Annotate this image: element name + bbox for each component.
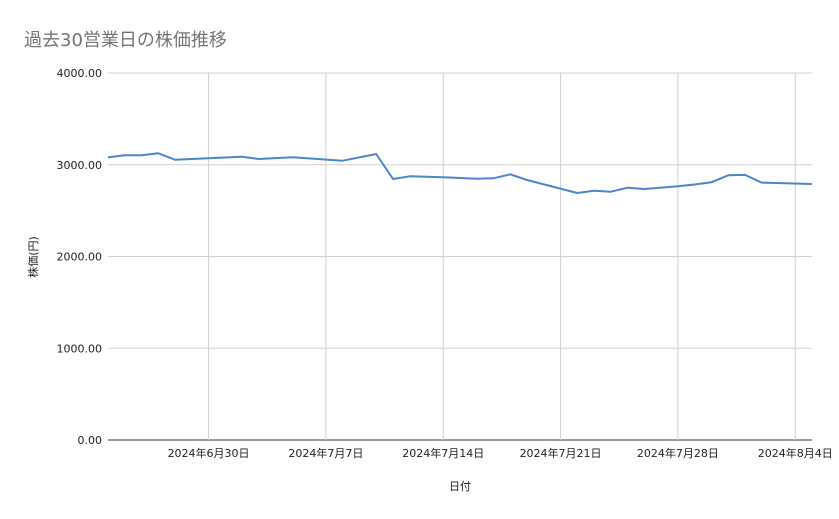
x-tick-label: 2024年6月30日 — [168, 446, 250, 460]
y-tick-label: 2000.00 — [57, 251, 103, 264]
y-tick-label: 4000.00 — [57, 67, 103, 80]
y-tick-label: 1000.00 — [57, 342, 103, 355]
x-tick-label: 2024年8月4日 — [758, 446, 833, 460]
x-axis-label: 日付 — [449, 480, 471, 493]
y-axis-label: 株価(円) — [26, 236, 40, 278]
y-tick-label: 3000.00 — [57, 159, 103, 172]
price-line — [107, 152, 813, 194]
x-tick-label: 2024年7月7日 — [288, 446, 363, 460]
x-tick-label: 2024年7月28日 — [637, 446, 719, 460]
chart-title: 過去30営業日の株価推移 — [24, 30, 227, 51]
x-tick-label: 2024年7月21日 — [520, 446, 602, 460]
y-tick-label: 0.00 — [78, 434, 103, 447]
x-tick-label: 2024年7月14日 — [402, 446, 484, 460]
